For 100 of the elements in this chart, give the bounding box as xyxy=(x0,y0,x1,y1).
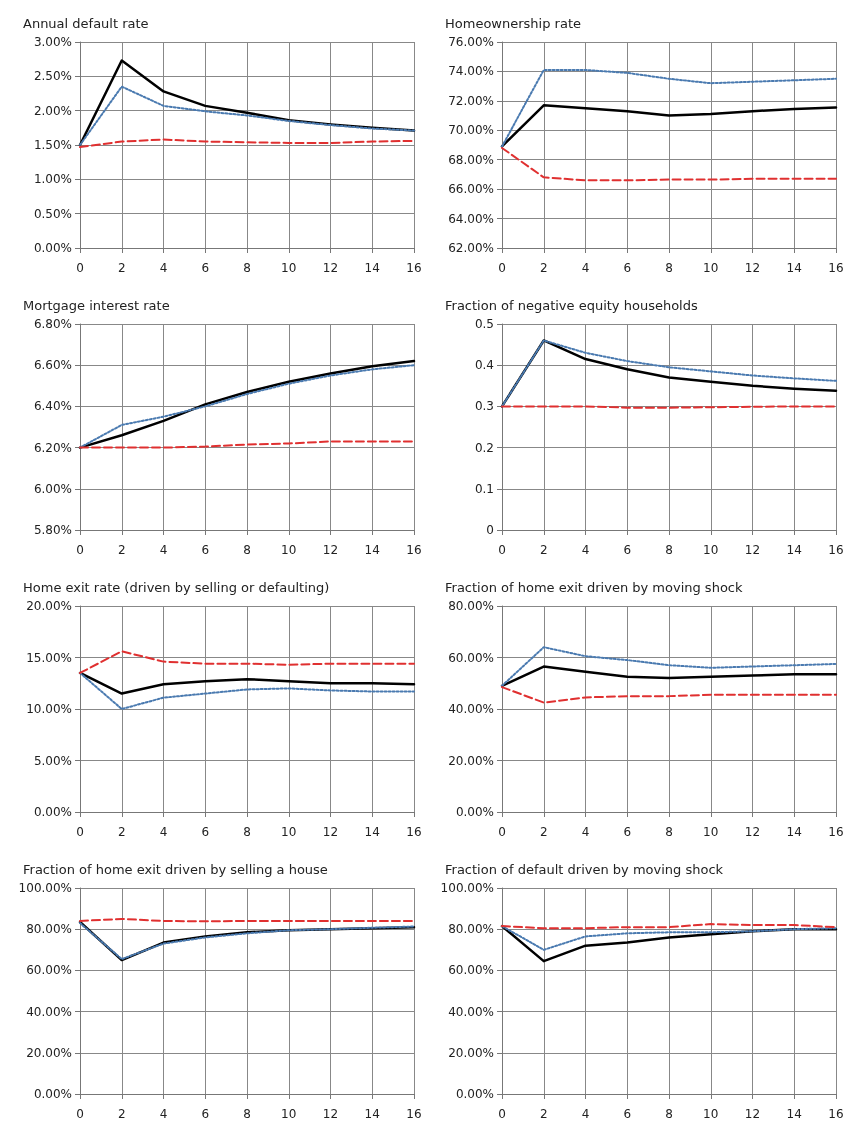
x-tick-label: 10 xyxy=(281,825,297,839)
y-tick-label: 0.1 xyxy=(474,481,494,496)
x-tick-label: 16 xyxy=(828,543,844,557)
x-tick-label: 10 xyxy=(281,261,297,275)
chart-title: Fraction of home exit driven by selling a house xyxy=(23,862,328,877)
y-tick-label: 0 xyxy=(486,523,494,537)
y-tick-label: 64.00% xyxy=(448,211,494,226)
chart-title: Homeownership rate xyxy=(445,16,581,31)
y-tick-label: 6.20% xyxy=(33,440,72,455)
x-tick-label: 10 xyxy=(703,1107,719,1121)
x-tick-label: 10 xyxy=(703,825,719,839)
y-tick-label: 6.60% xyxy=(33,358,72,373)
y-tick-label: 72.00% xyxy=(448,93,494,108)
y-tick-label: 10.00% xyxy=(26,702,72,716)
x-tick-label: 0 xyxy=(498,825,506,839)
x-tick-label: 12 xyxy=(744,261,761,275)
x-tick-label: 12 xyxy=(322,261,339,275)
y-tick-label: 100.00% xyxy=(440,881,494,895)
y-tick-label: 0.00% xyxy=(33,241,72,255)
y-tick-label: 80.00% xyxy=(448,599,494,613)
y-tick-label: 80.00% xyxy=(26,922,72,937)
y-tick-label: 15.00% xyxy=(26,650,72,665)
y-tick-label: 0.00% xyxy=(33,1087,72,1101)
y-tick-label: 20.00% xyxy=(448,753,494,768)
y-tick-label: 2.50% xyxy=(33,69,72,84)
y-tick-label: 0.00% xyxy=(455,1087,494,1101)
x-tick-label: 14 xyxy=(364,1107,380,1121)
x-tick-label: 8 xyxy=(665,543,673,557)
chart-title: Fraction of negative equity households xyxy=(445,298,698,313)
x-tick-label: 6 xyxy=(201,825,210,839)
y-tick-label: 0.00% xyxy=(455,805,494,819)
x-tick-label: 8 xyxy=(243,825,251,839)
x-tick-label: 8 xyxy=(243,543,251,557)
y-tick-label: 60.00% xyxy=(26,963,72,978)
x-tick-label: 0 xyxy=(498,1107,506,1121)
chart-title: Fraction of default driven by moving shock xyxy=(445,862,724,877)
x-tick-label: 2 xyxy=(539,1107,548,1121)
x-tick-label: 6 xyxy=(623,1107,632,1121)
y-tick-label: 3.00% xyxy=(33,35,72,49)
x-tick-label: 0 xyxy=(76,1107,84,1121)
x-tick-label: 2 xyxy=(539,825,548,839)
x-tick-label: 14 xyxy=(786,543,802,557)
x-tick-label: 16 xyxy=(828,1107,844,1121)
x-tick-label: 0 xyxy=(498,543,506,557)
y-tick-label: 100.00% xyxy=(18,881,72,895)
y-tick-label: 40.00% xyxy=(26,1004,72,1019)
x-tick-label: 16 xyxy=(828,825,844,839)
y-tick-label: 6.40% xyxy=(33,399,72,414)
x-tick-label: 4 xyxy=(159,261,168,275)
y-tick-label: 66.00% xyxy=(448,182,494,197)
y-tick-label: 1.50% xyxy=(33,138,72,152)
x-tick-label: 16 xyxy=(406,543,422,557)
x-tick-label: 2 xyxy=(539,261,548,275)
x-tick-label: 10 xyxy=(703,261,719,275)
y-tick-label: 40.00% xyxy=(448,1004,494,1019)
y-tick-label: 76.00% xyxy=(448,35,494,49)
x-tick-label: 16 xyxy=(828,261,844,275)
x-tick-label: 2 xyxy=(539,543,548,557)
y-tick-label: 68.00% xyxy=(448,152,494,167)
x-tick-label: 8 xyxy=(243,261,251,275)
x-tick-label: 8 xyxy=(665,1107,673,1121)
y-tick-label: 5.00% xyxy=(33,753,72,768)
x-tick-label: 4 xyxy=(581,543,590,557)
x-tick-label: 4 xyxy=(581,1107,590,1121)
y-tick-label: 0.4 xyxy=(474,358,494,373)
y-tick-label: 0.50% xyxy=(33,206,72,221)
x-tick-label: 0 xyxy=(76,825,84,839)
x-tick-label: 0 xyxy=(76,543,84,557)
x-tick-label: 8 xyxy=(665,261,673,275)
x-tick-label: 10 xyxy=(281,543,297,557)
x-tick-label: 0 xyxy=(76,261,84,275)
y-tick-label: 0.3 xyxy=(474,399,494,414)
x-tick-label: 12 xyxy=(322,543,339,557)
x-tick-label: 14 xyxy=(786,261,802,275)
y-tick-label: 80.00% xyxy=(448,922,494,937)
x-tick-label: 4 xyxy=(159,1107,168,1121)
y-tick-label: 0.00% xyxy=(33,805,72,819)
x-tick-label: 12 xyxy=(744,1107,761,1121)
y-tick-label: 5.80% xyxy=(33,523,72,537)
chart-title: Annual default rate xyxy=(23,16,149,31)
chart-title: Mortgage interest rate xyxy=(23,298,170,313)
x-tick-label: 12 xyxy=(322,1107,339,1121)
x-tick-label: 10 xyxy=(703,543,719,557)
x-tick-label: 6 xyxy=(201,1107,210,1121)
x-tick-label: 2 xyxy=(117,825,126,839)
x-tick-label: 2 xyxy=(117,1107,126,1121)
chart-title: Home exit rate (driven by selling or defaulting) xyxy=(23,580,330,595)
x-tick-label: 14 xyxy=(364,261,380,275)
x-tick-label: 2 xyxy=(117,261,126,275)
chart-title: Fraction of home exit driven by moving shock xyxy=(445,580,743,595)
y-tick-label: 0.5 xyxy=(474,317,494,331)
x-tick-label: 4 xyxy=(581,825,590,839)
y-tick-label: 20.00% xyxy=(448,1045,494,1060)
x-tick-label: 14 xyxy=(786,825,802,839)
y-tick-label: 20.00% xyxy=(26,599,72,613)
x-tick-label: 6 xyxy=(201,543,210,557)
x-tick-label: 12 xyxy=(744,543,761,557)
x-tick-label: 4 xyxy=(581,261,590,275)
x-tick-label: 12 xyxy=(744,825,761,839)
x-tick-label: 6 xyxy=(201,261,210,275)
